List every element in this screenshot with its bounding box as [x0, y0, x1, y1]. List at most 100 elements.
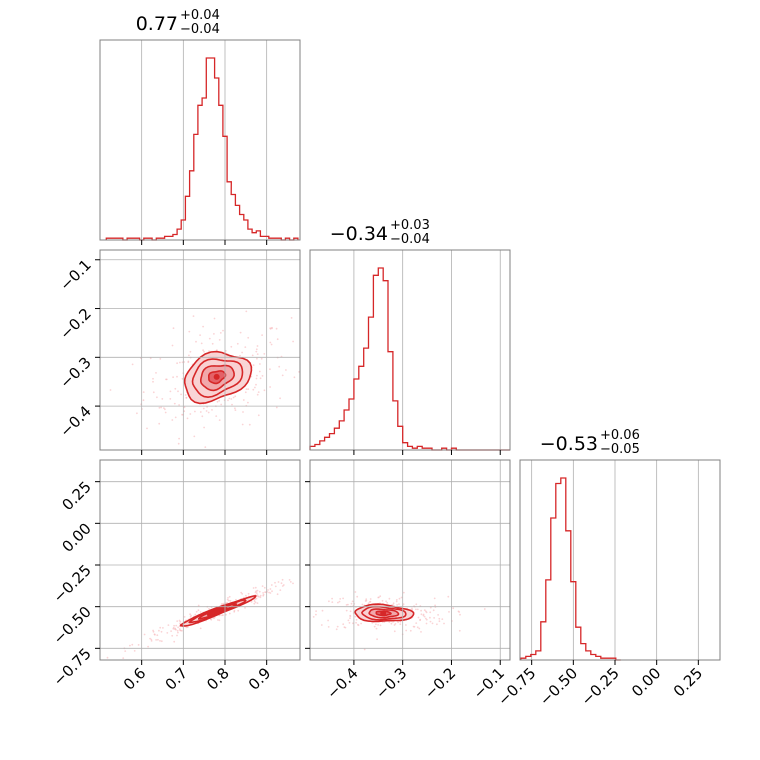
scatter-point: [416, 626, 419, 629]
hist-title-value-1: −0.34: [330, 223, 388, 245]
scatter-point: [201, 415, 204, 418]
scatter-point: [178, 628, 181, 630]
scatter-point: [270, 343, 273, 346]
scatter-point: [183, 616, 186, 618]
scatter-point: [133, 650, 136, 652]
scatter-point: [438, 620, 441, 623]
scatter-point: [186, 417, 189, 420]
scatter-point: [364, 600, 367, 602]
scatter-point: [177, 631, 179, 634]
scatter-point: [230, 345, 233, 348]
scatter-point: [202, 325, 205, 328]
scatter-point: [184, 394, 187, 396]
scatter-point: [255, 597, 258, 600]
scatter-point: [241, 351, 244, 354]
scatter-point: [377, 596, 380, 599]
scatter-point: [213, 617, 215, 620]
density-panel-0: [109, 310, 300, 448]
scatter-point: [218, 619, 221, 622]
scatter-point: [180, 393, 183, 396]
scatter-point: [290, 317, 293, 319]
scatter-point: [169, 390, 172, 393]
scatter-point: [227, 597, 229, 599]
scatter-point: [190, 614, 193, 617]
scatter-point: [257, 391, 260, 393]
scatter-point: [176, 620, 179, 622]
scatter-point: [415, 608, 417, 611]
scatter-point: [264, 591, 266, 594]
scatter-point: [269, 386, 271, 388]
scatter-point: [269, 368, 271, 371]
scatter-point: [156, 634, 159, 637]
scatter-point: [172, 376, 175, 379]
density-panel-2: [289, 591, 486, 651]
panel-r2-c2-frame: [519, 459, 721, 661]
scatter-point: [269, 592, 272, 594]
scatter-point: [320, 624, 323, 626]
scatter-point: [315, 610, 317, 612]
scatter-point: [371, 621, 374, 624]
scatter-point: [345, 604, 348, 606]
scatter-point: [261, 334, 263, 336]
scatter-point: [360, 622, 362, 625]
scatter-point: [252, 364, 255, 366]
hist-title-upper-0: +0.04: [180, 8, 220, 23]
scatter-point: [176, 634, 178, 637]
panel-r2-c1-frame: [309, 459, 511, 661]
scatter-point: [208, 337, 211, 340]
scatter-point: [252, 587, 255, 589]
scatter-point: [208, 350, 210, 353]
scatter-point: [181, 629, 183, 632]
scatter-point: [162, 627, 164, 629]
scatter-point: [373, 625, 376, 628]
scatter-point: [183, 410, 186, 413]
scatter-point: [255, 590, 258, 593]
scatter-point: [312, 616, 315, 618]
scatter-point: [244, 391, 247, 394]
scatter-point: [193, 435, 196, 438]
scatter-point: [159, 358, 162, 360]
scatter-point: [269, 588, 272, 590]
scatter-point: [204, 446, 207, 448]
scatter-point: [349, 615, 352, 618]
scatter-point: [186, 626, 189, 629]
scatter-point: [425, 622, 428, 625]
scatter-point: [231, 403, 233, 406]
scatter-point: [433, 617, 435, 619]
scatter-point: [174, 416, 177, 419]
panel-r1-c1-frame: [309, 249, 511, 451]
scatter-point: [142, 399, 145, 402]
scatter-point: [176, 375, 178, 378]
scatter-point: [327, 626, 330, 628]
scatter-point: [109, 389, 112, 391]
scatter-point: [256, 374, 258, 377]
scatter-point: [342, 597, 344, 600]
scatter-point: [271, 327, 273, 330]
scatter-point: [164, 411, 167, 414]
density-contour-3: [208, 370, 227, 385]
scatter-point: [259, 377, 262, 380]
panel-r1-c0-frame: [99, 249, 301, 451]
scatter-point: [420, 609, 422, 612]
scatter-point: [256, 393, 259, 396]
scatter-point: [354, 615, 357, 618]
scatter-point: [441, 618, 444, 620]
scatter-point: [379, 624, 382, 627]
scatter-point: [213, 333, 215, 335]
x-tick-label-c1-2: −0.2: [421, 664, 459, 702]
scatter-point: [385, 600, 387, 603]
scatter-point: [447, 595, 450, 598]
scatter-point: [143, 633, 146, 636]
scatter-point: [259, 596, 262, 599]
scatter-point: [252, 388, 255, 391]
scatter-point: [248, 423, 251, 426]
x-tick-label-c0-2: 0.8: [203, 664, 233, 694]
scatter-point: [289, 608, 291, 610]
scatter-point: [483, 608, 486, 610]
scatter-point: [218, 419, 221, 421]
scatter-point: [199, 627, 202, 630]
scatter-point: [232, 396, 235, 399]
scatter-point: [173, 402, 176, 405]
scatter-point: [276, 338, 279, 341]
scatter-point: [152, 630, 155, 633]
